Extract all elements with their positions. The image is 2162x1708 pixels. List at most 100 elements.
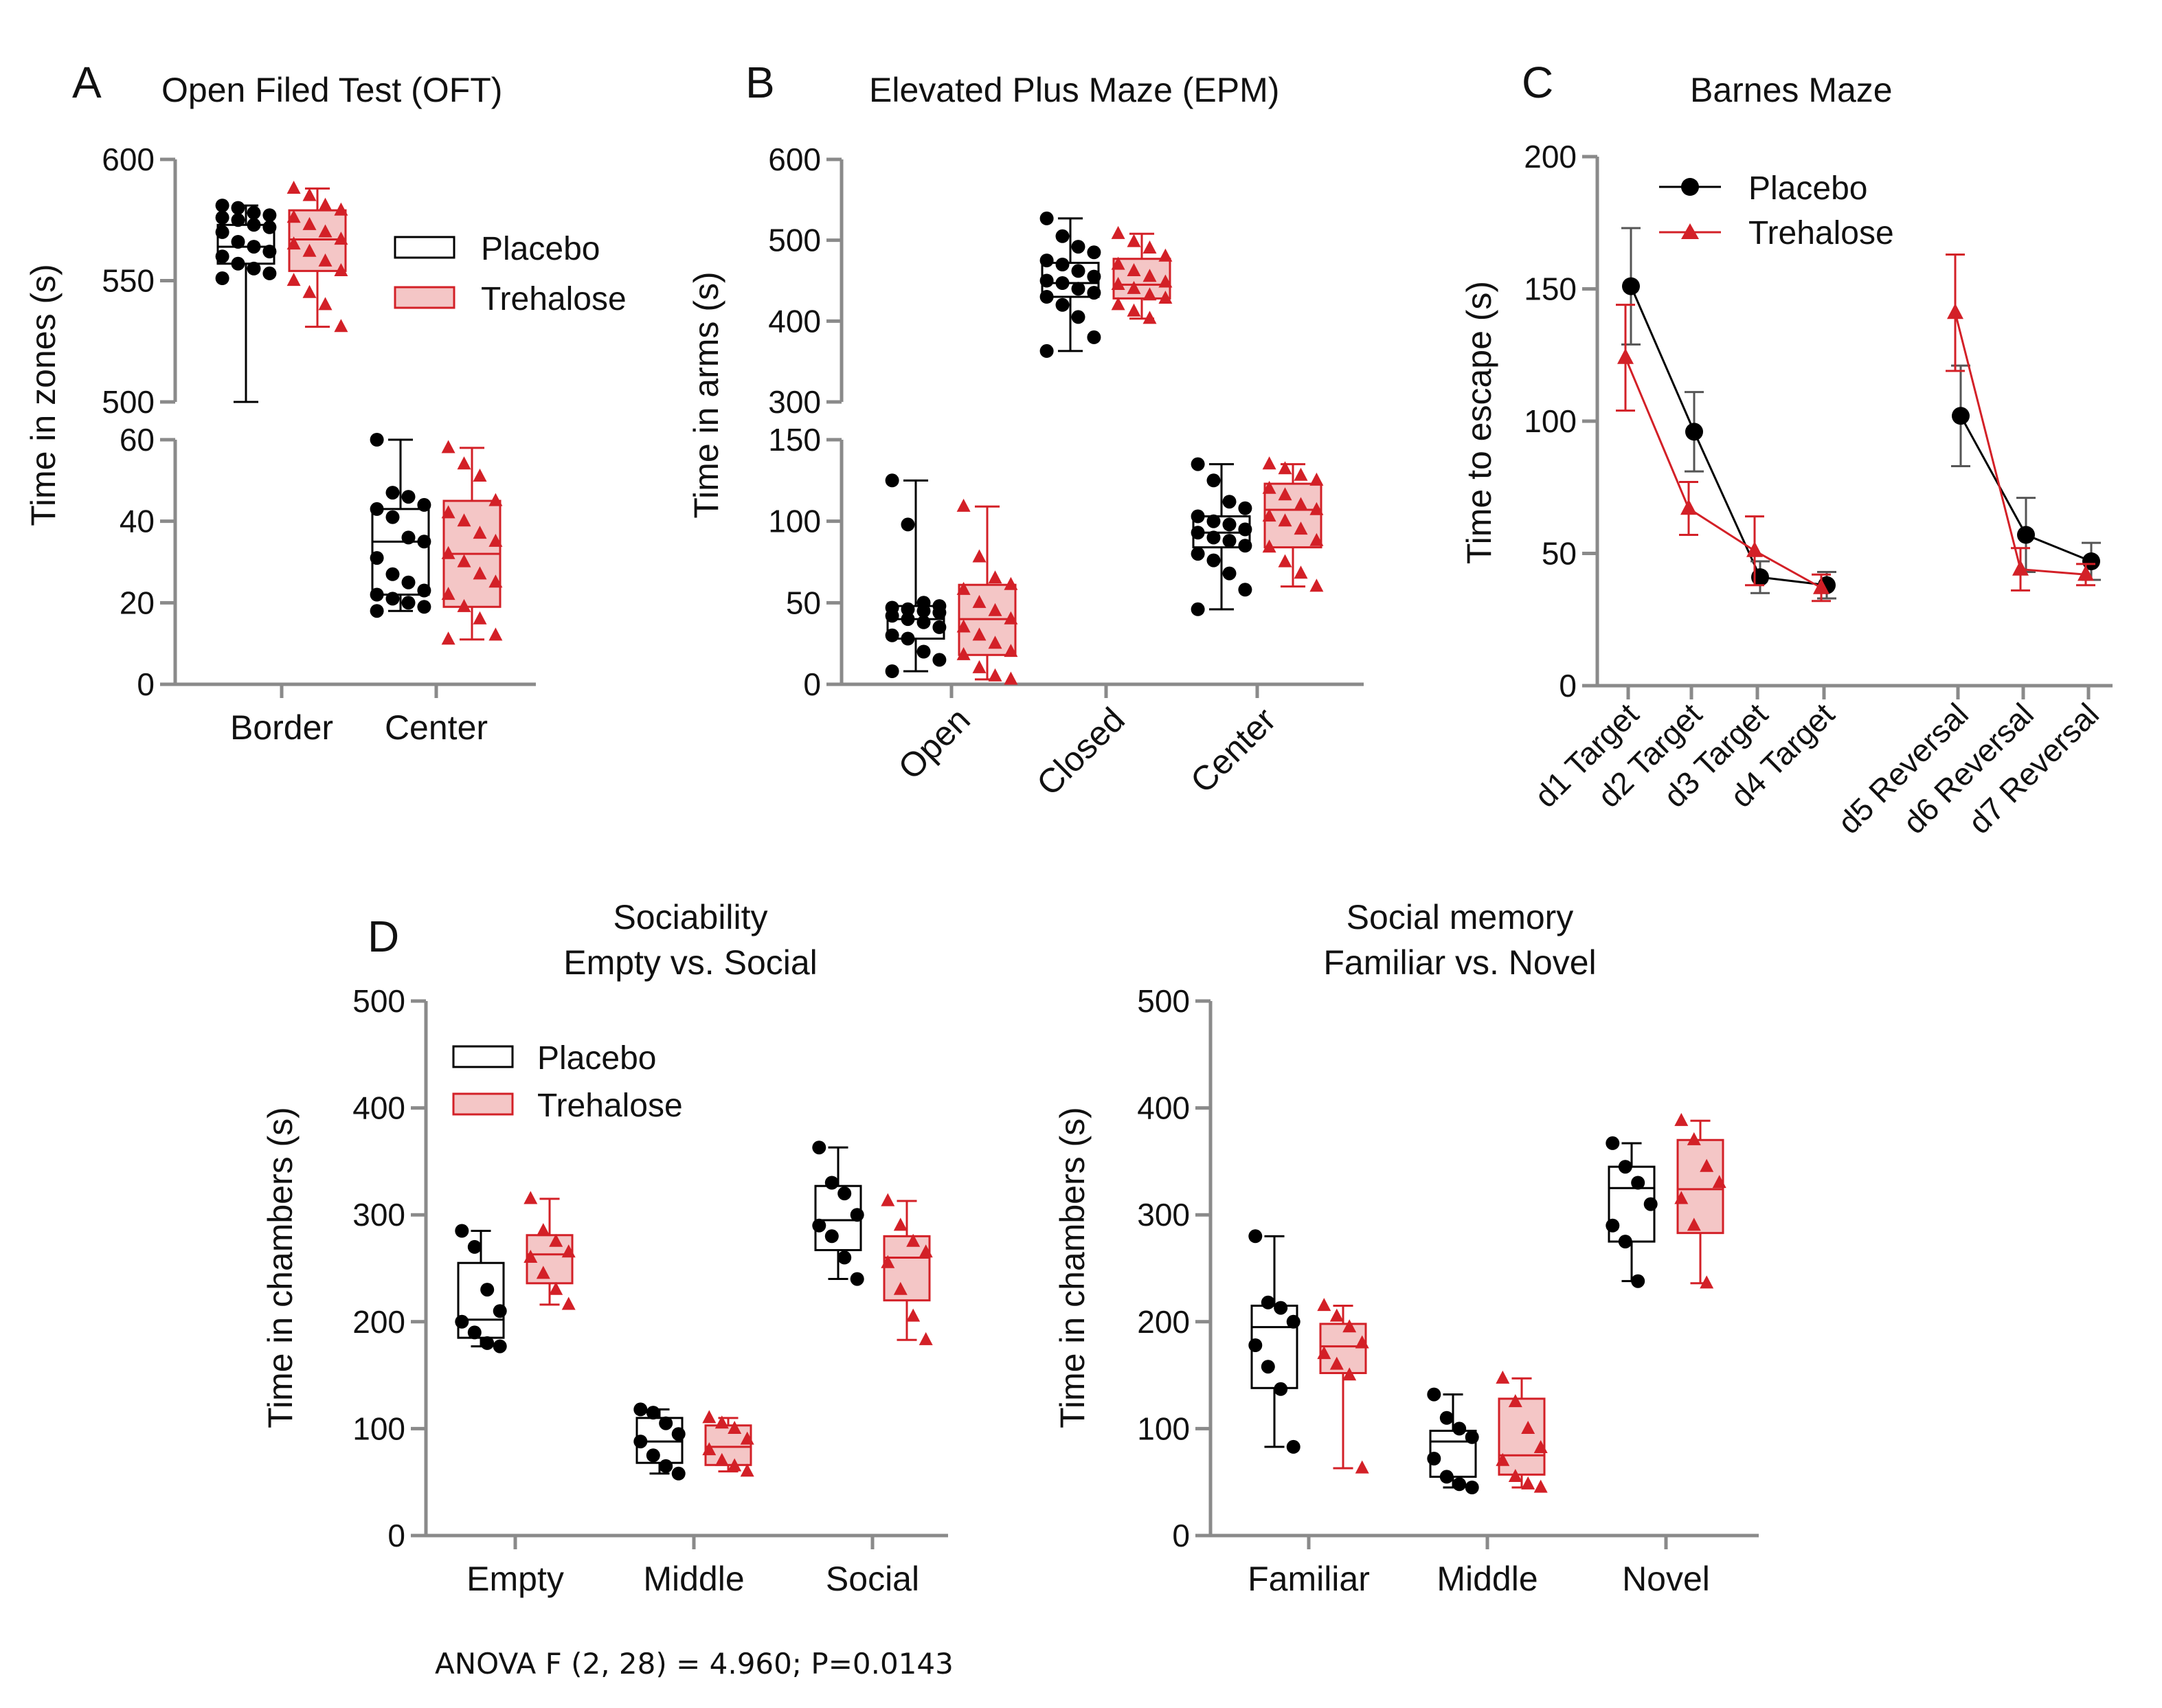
oft-trehalose-border-point bbox=[302, 243, 317, 257]
epm-trehalose-closed-box bbox=[1112, 258, 1171, 300]
epm-placebo-center-point bbox=[1238, 539, 1252, 553]
legend-oft-placebo-label: Placebo bbox=[481, 231, 600, 267]
soc-trehalose-social-point bbox=[893, 1281, 908, 1295]
panel-letter-d: D bbox=[368, 912, 399, 961]
epm-placebo-center-point bbox=[1222, 495, 1237, 509]
panel-b-title: Elevated Plus Maze (EPM) bbox=[869, 71, 1279, 109]
mem-trehalose-familiar-point bbox=[1355, 1460, 1369, 1474]
oft-placebo-border-point bbox=[262, 266, 277, 280]
epm-trehalose-open-point bbox=[1004, 576, 1018, 590]
mem-placebo-familiar-point bbox=[1286, 1439, 1300, 1454]
epm-placebo-open-point bbox=[885, 609, 899, 623]
oft-placebo-border-point bbox=[215, 199, 229, 213]
oft-placebo-border-point bbox=[231, 256, 245, 271]
oft-placebo-center-point bbox=[370, 587, 384, 602]
epm-trehalose-closed-point bbox=[1142, 287, 1157, 301]
oft-placebo-border-point bbox=[231, 213, 245, 227]
panel-d-left-title-line2: Empty vs. Social bbox=[563, 943, 818, 982]
oft-y-tick-label: 20 bbox=[120, 585, 155, 620]
epm-trehalose-center-point bbox=[1262, 456, 1276, 470]
soc-placebo-middle-point bbox=[633, 1402, 648, 1417]
soc-y-tick-label: 400 bbox=[352, 1090, 405, 1126]
legend-soc-trehalose-label: Trehalose bbox=[537, 1088, 683, 1124]
mem-trehalose-familiar-point bbox=[1329, 1308, 1344, 1322]
barnes-placebo-point bbox=[1952, 407, 1970, 425]
epm-placebo-center-point bbox=[1191, 547, 1205, 561]
epm-trehalose-closed-point bbox=[1142, 240, 1157, 254]
mem-placebo-familiar-point bbox=[1286, 1314, 1300, 1329]
oft-placebo-center-point bbox=[401, 596, 416, 610]
soc-placebo-middle-point bbox=[671, 1466, 686, 1481]
mem-placebo-novel-point bbox=[1631, 1274, 1645, 1288]
epm-trehalose-closed-point bbox=[1111, 256, 1125, 270]
oft-placebo-center-point bbox=[370, 502, 384, 516]
epm-trehalose-open-point bbox=[972, 627, 987, 641]
epm-y-tick-label: 300 bbox=[768, 384, 821, 420]
oft-trehalose-border-point bbox=[318, 253, 333, 267]
oft-y-tick-label: 40 bbox=[120, 504, 155, 539]
epm-placebo-open-point bbox=[885, 664, 899, 678]
social-memory-chart: 0 100 200 300 400 500 Time in chambers (s) Fami… bbox=[1053, 983, 1759, 1598]
mem-y-axis-label: Time in chambers (s) bbox=[1053, 1107, 1092, 1428]
oft-trehalose-border-point bbox=[334, 263, 348, 276]
mem-placebo-novel-point bbox=[1631, 1176, 1645, 1190]
mem-y-tick-label: 300 bbox=[1137, 1197, 1190, 1233]
soc-y-tick-label: 300 bbox=[352, 1197, 405, 1233]
mem-trehalose-novel-point bbox=[1674, 1191, 1689, 1204]
barnes-trehalose-point bbox=[1947, 303, 1963, 319]
oft-placebo-center-point bbox=[417, 497, 431, 512]
soc-trehalose-middle-point bbox=[728, 1458, 742, 1472]
epm-trehalose-closed-point bbox=[1111, 297, 1125, 311]
oft-trehalose-center-point bbox=[441, 587, 455, 600]
barnes-trehalose-point bbox=[2077, 565, 2094, 581]
epm-trehalose-closed-point bbox=[1158, 274, 1173, 288]
panel-d-left-title-line1: Sociability bbox=[613, 898, 767, 936]
soc-placebo-empty-point bbox=[467, 1325, 482, 1340]
epm-trehalose-closed-point bbox=[1127, 234, 1141, 247]
soc-placebo-social-point bbox=[850, 1208, 864, 1222]
mem-trehalose-novel-point bbox=[1700, 1275, 1714, 1289]
legend-soc-placebo-swatch bbox=[452, 1045, 514, 1068]
epm-trehalose-center-point bbox=[1278, 487, 1292, 501]
soc-trehalose-empty-point bbox=[523, 1191, 538, 1204]
epm-placebo-open-point bbox=[916, 604, 931, 618]
epm-placebo-open-point bbox=[932, 653, 947, 667]
barnes-placebo-point bbox=[1622, 277, 1640, 295]
epm-placebo-center-point bbox=[1206, 514, 1221, 528]
oft-placebo-border-point bbox=[215, 225, 229, 239]
epm-trehalose-open-point bbox=[988, 570, 1002, 584]
soc-trehalose-middle-point bbox=[728, 1421, 742, 1434]
epm-y-tick-label: 500 bbox=[768, 223, 821, 258]
epm-placebo-closed-point bbox=[1087, 269, 1101, 284]
oft-trehalose-center-point bbox=[441, 440, 455, 453]
oft-trehalose-border-point bbox=[286, 236, 301, 250]
epm-y-tick-label: 0 bbox=[803, 666, 821, 702]
epm-x-category-label: Closed bbox=[1029, 700, 1132, 803]
epm-placebo-center-point bbox=[1191, 457, 1205, 471]
soc-placebo-empty-point bbox=[493, 1339, 507, 1353]
barnes-y-tick-label: 50 bbox=[1542, 536, 1577, 572]
soc-trehalose-empty-point bbox=[561, 1296, 576, 1310]
oft-trehalose-center-point bbox=[488, 493, 503, 506]
oft-placebo-center-box bbox=[371, 508, 430, 596]
soc-trehalose-middle-point bbox=[740, 1431, 754, 1445]
epm-placebo-center-point bbox=[1222, 566, 1237, 581]
soc-placebo-empty-point bbox=[455, 1314, 469, 1329]
epm-trehalose-center-point bbox=[1294, 565, 1308, 579]
barnes-placebo-point bbox=[1685, 423, 1703, 441]
oft-placebo-border-point bbox=[247, 205, 261, 220]
oft-placebo-border-point bbox=[247, 218, 261, 232]
soc-trehalose-empty-point bbox=[523, 1250, 538, 1263]
soc-trehalose-social-box bbox=[883, 1235, 931, 1302]
soc-placebo-social-point bbox=[812, 1218, 826, 1233]
mem-placebo-familiar-point bbox=[1261, 1295, 1275, 1310]
mem-x-category-label: Middle bbox=[1437, 1560, 1538, 1598]
epm-y-tick-label: 600 bbox=[768, 142, 821, 177]
mem-trehalose-familiar-point bbox=[1317, 1298, 1331, 1312]
panel-a-title: Open Filed Test (OFT) bbox=[161, 71, 502, 109]
mem-trehalose-middle-point bbox=[1533, 1479, 1548, 1493]
oft-placebo-border-point bbox=[231, 235, 245, 249]
epm-placebo-center-point bbox=[1222, 534, 1237, 548]
barnes-trehalose-point bbox=[2012, 559, 2029, 576]
